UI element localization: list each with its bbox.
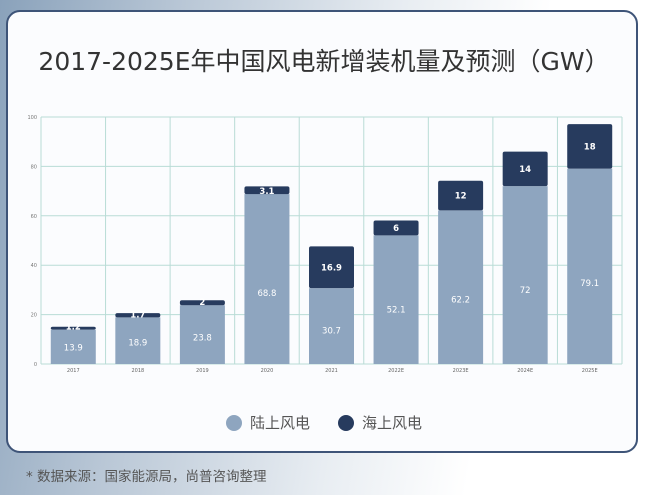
bar-onshore <box>115 317 161 364</box>
data-label: 68.8 <box>257 289 276 299</box>
x-tick-label: 2021 <box>325 368 338 374</box>
bar-offshore <box>502 151 548 187</box>
y-tick-label: 20 <box>31 313 37 319</box>
x-tick-label: 2017 <box>67 368 80 374</box>
legend-swatch <box>338 414 354 431</box>
bar-offshore <box>244 186 290 195</box>
x-tick-label: 2024E <box>517 368 533 374</box>
data-label: 14 <box>519 165 531 175</box>
bar-offshore <box>567 124 613 169</box>
data-label: 16.9 <box>321 263 342 273</box>
data-label: 23.8 <box>193 333 212 343</box>
data-label: 18 <box>584 142 596 152</box>
x-tick-label: 2025E <box>582 368 598 374</box>
data-label: 72 <box>520 286 531 296</box>
data-label: 12 <box>455 192 467 202</box>
bar-onshore <box>244 194 290 364</box>
data-label: 6 <box>393 224 399 234</box>
data-source-note: * 数据来源：国家能源局，尚普咨询整理 <box>26 469 267 485</box>
bar-onshore <box>373 235 419 364</box>
data-label: 30.7 <box>322 327 341 337</box>
y-tick-label: 60 <box>31 214 37 220</box>
bar-offshore <box>309 246 354 289</box>
legend-label: 陆上风电 <box>249 414 310 432</box>
y-tick-label: 40 <box>31 263 37 269</box>
bar-onshore <box>50 329 96 364</box>
bar-onshore <box>502 186 548 364</box>
legend-item-onshore: 陆上风电 <box>225 412 310 433</box>
bar-onshore <box>438 210 484 364</box>
legend-swatch <box>225 414 242 431</box>
legend-item-offshore: 海上风电 <box>338 412 422 433</box>
chart-title: 2017-2025E年中国风电新增装机量及预测（GW） <box>38 47 610 76</box>
chart-card: 2017-2025E年中国风电新增装机量及预测（GW） 0 20 40 60 80 100… <box>6 10 638 453</box>
data-label: 1.7 <box>130 310 145 320</box>
data-label: 79.1 <box>580 279 599 289</box>
y-tick-label: 80 <box>31 164 37 170</box>
data-label: 52.1 <box>387 306 406 316</box>
stacked-bar-chart: 020406080100201713.91.2201818.91.7201923… <box>27 115 623 374</box>
x-tick-label: 2018 <box>131 368 144 374</box>
bar-onshore <box>309 288 354 364</box>
bar-offshore <box>179 300 225 306</box>
data-label: 2 <box>199 298 205 308</box>
data-label: 1.2 <box>66 323 81 333</box>
legend-label: 海上风电 <box>362 414 423 432</box>
data-label: 62.2 <box>451 296 470 306</box>
bar-onshore <box>179 305 225 364</box>
x-tick-label: 2022E <box>388 368 404 374</box>
bar-offshore <box>50 326 96 330</box>
data-label: 18.9 <box>128 338 147 348</box>
y-tick-label: 0 <box>34 362 37 368</box>
bar-offshore <box>115 313 161 318</box>
data-label: 3.1 <box>259 187 274 197</box>
x-tick-label: 2020 <box>261 368 274 374</box>
bar-offshore <box>438 180 484 211</box>
data-label: 13.9 <box>64 343 83 353</box>
x-tick-label: 2019 <box>196 368 209 374</box>
x-tick-label: 2023E <box>453 368 469 374</box>
bar-onshore <box>567 168 613 364</box>
bar-offshore <box>373 220 419 236</box>
legend: 陆上风电 海上风电 <box>8 412 640 433</box>
y-tick-label: 100 <box>27 115 37 121</box>
